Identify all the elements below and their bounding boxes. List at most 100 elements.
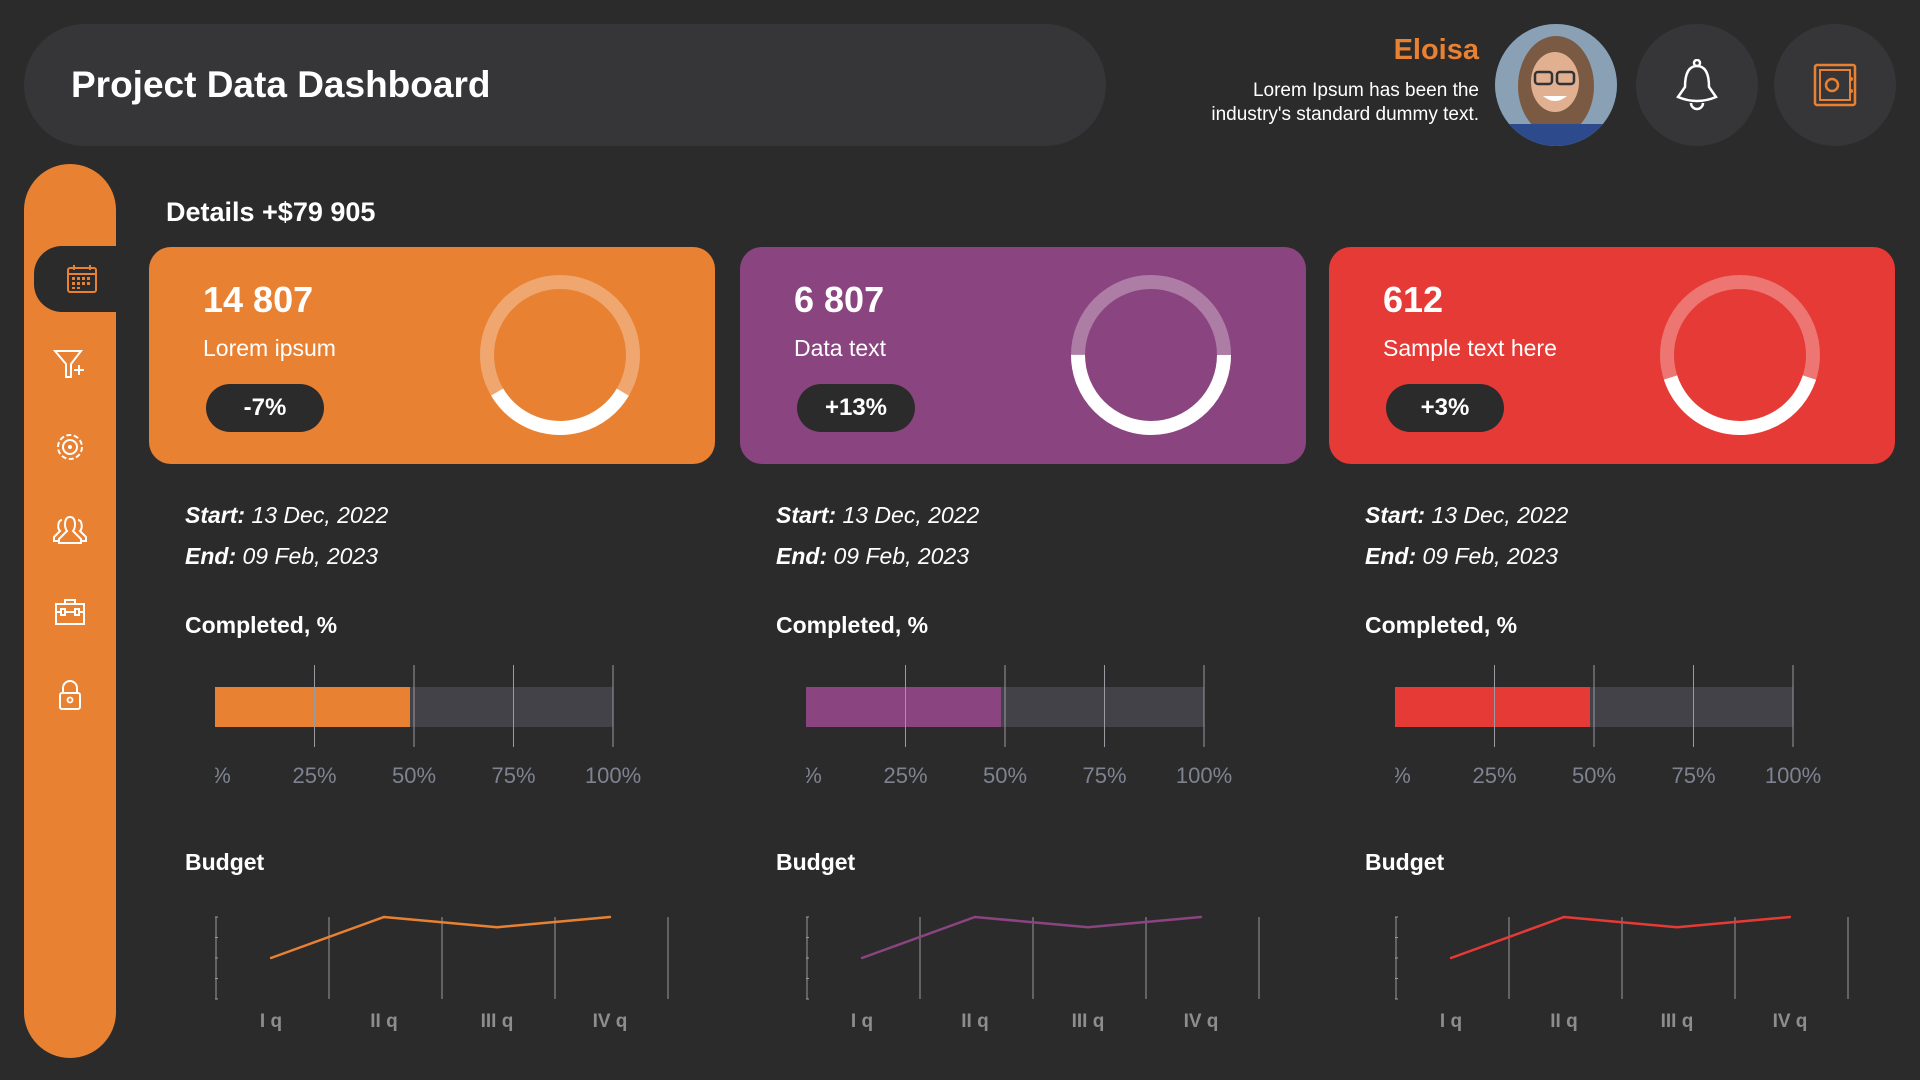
change-badge: +13% <box>797 384 915 432</box>
donut-progress <box>1660 275 1820 435</box>
tick-label: 25% <box>292 763 336 788</box>
tick-label: 0% <box>806 763 822 788</box>
project-column: 14 807 Lorem ipsum -7% Start: 13 Dec, 20… <box>149 247 715 1047</box>
gear-wheel-icon <box>57 434 83 460</box>
sidebar <box>24 164 130 1058</box>
end-date: End: 09 Feb, 2023 <box>185 536 388 577</box>
calendar-icon <box>67 265 97 293</box>
budget-title: Budget <box>1365 849 1445 875</box>
card-label: Lorem ipsum <box>203 335 336 361</box>
budget-title: Budget <box>776 849 856 875</box>
data-point <box>269 956 273 960</box>
start-value: 13 Dec, 2022 <box>842 502 980 528</box>
sidebar-item-team[interactable] <box>24 500 116 560</box>
start-label: Start: <box>185 502 246 528</box>
tick-label: 25% <box>1472 763 1516 788</box>
tick-label: 75% <box>491 763 535 788</box>
notifications-button[interactable] <box>1636 24 1758 146</box>
bar-fill <box>215 687 411 727</box>
sidebar-item-settings[interactable] <box>24 417 116 477</box>
tick-label: 100% <box>1176 763 1232 788</box>
data-point <box>1199 915 1203 919</box>
user-name: Eloisa <box>1393 34 1479 66</box>
header-bar: Project Data Dashboard <box>24 24 1106 146</box>
completed-bar-chart: 0% 25% 50% 75% 100% <box>806 665 1232 788</box>
data-point <box>382 915 386 919</box>
tick-label: 100% <box>585 763 641 788</box>
category-label: II q <box>1550 1011 1577 1032</box>
budget-line-chart: I q II q III q IV q <box>215 915 669 1032</box>
avatar-image <box>1495 24 1617 146</box>
data-point <box>1675 926 1679 929</box>
category-label: I q <box>1440 1011 1462 1032</box>
start-label: Start: <box>776 502 837 528</box>
end-value: 09 Feb, 2023 <box>833 543 970 569</box>
project-dates: Start: 13 Dec, 2022 End: 09 Feb, 2023 <box>1365 495 1568 577</box>
completed-bar-chart: 0% 25% 50% 75% 100% <box>1395 665 1821 788</box>
tick-label: 75% <box>1671 763 1715 788</box>
user-bio-line: industry's standard dummy text. <box>1211 104 1479 125</box>
tick-label: 25% <box>883 763 927 788</box>
category-label: III q <box>481 1011 514 1032</box>
sidebar-item-portfolio[interactable] <box>24 582 116 642</box>
data-point <box>1449 956 1453 960</box>
end-label: End: <box>185 543 237 569</box>
category-label: IV q <box>1773 1011 1808 1032</box>
budget-line <box>1450 915 1791 960</box>
completed-title: Completed, % <box>1365 612 1518 638</box>
sidebar-item-security[interactable] <box>24 665 116 725</box>
budget-line-chart: I q II q III q IV q <box>1395 915 1849 1032</box>
page-title: Project Data Dashboard <box>71 64 491 105</box>
data-point <box>495 926 499 929</box>
tick-label: 0% <box>215 763 231 788</box>
data-point <box>1086 926 1090 929</box>
donut-chart <box>480 275 640 435</box>
avatar[interactable] <box>1495 24 1617 146</box>
start-date: Start: 13 Dec, 2022 <box>1365 495 1568 536</box>
category-label: IV q <box>1184 1011 1219 1032</box>
lock-icon <box>59 680 81 710</box>
start-value: 13 Dec, 2022 <box>251 502 389 528</box>
donut-progress <box>480 275 640 435</box>
budget-line <box>270 915 611 960</box>
budget-title: Budget <box>185 849 265 875</box>
change-badge: +3% <box>1386 384 1504 432</box>
sidebar-item-calendar[interactable] <box>34 246 130 312</box>
completed-title: Completed, % <box>776 612 929 638</box>
category-label: IV q <box>593 1011 628 1032</box>
user-bio: Lorem Ipsum has been the industry's stand… <box>1211 79 1479 127</box>
completed-bar-chart: 0% 25% 50% 75% 100% <box>215 665 641 788</box>
end-label: End: <box>776 543 828 569</box>
data-point <box>973 915 977 919</box>
card-value: 14 807 <box>203 279 314 320</box>
budget-line <box>861 915 1202 960</box>
project-card[interactable]: 14 807 Lorem ipsum -7% <box>149 247 715 464</box>
sidebar-item-filter[interactable] <box>24 334 116 394</box>
briefcase-icon <box>55 599 85 625</box>
change-badge: -7% <box>206 384 324 432</box>
tick-label: 50% <box>983 763 1027 788</box>
safe-button[interactable] <box>1774 24 1896 146</box>
project-dates: Start: 13 Dec, 2022 End: 09 Feb, 2023 <box>185 495 388 577</box>
donut-chart <box>1071 275 1231 435</box>
end-date: End: 09 Feb, 2023 <box>1365 536 1568 577</box>
user-bio-line: Lorem Ipsum has been the <box>1252 80 1479 101</box>
start-value: 13 Dec, 2022 <box>1431 502 1569 528</box>
category-label: I q <box>260 1011 282 1032</box>
end-value: 09 Feb, 2023 <box>1422 543 1559 569</box>
project-card[interactable]: 6 807 Data text +13% <box>740 247 1306 464</box>
data-point <box>860 956 864 960</box>
user-info: Eloisa Lorem Ipsum has been the industry'… <box>1211 34 1479 127</box>
data-point <box>1562 915 1566 919</box>
card-label: Data text <box>794 335 887 361</box>
details-title: Details +$79 905 <box>166 197 376 227</box>
project-card[interactable]: 612 Sample text here +3% <box>1329 247 1895 464</box>
project-dates: Start: 13 Dec, 2022 End: 09 Feb, 2023 <box>776 495 979 577</box>
completed-title: Completed, % <box>185 612 338 638</box>
category-label: III q <box>1661 1011 1694 1032</box>
budget-line-chart: I q II q III q IV q <box>806 915 1260 1032</box>
category-label: II q <box>961 1011 988 1032</box>
tick-label: 75% <box>1082 763 1126 788</box>
bell-icon <box>1676 59 1718 111</box>
category-label: II q <box>370 1011 397 1032</box>
